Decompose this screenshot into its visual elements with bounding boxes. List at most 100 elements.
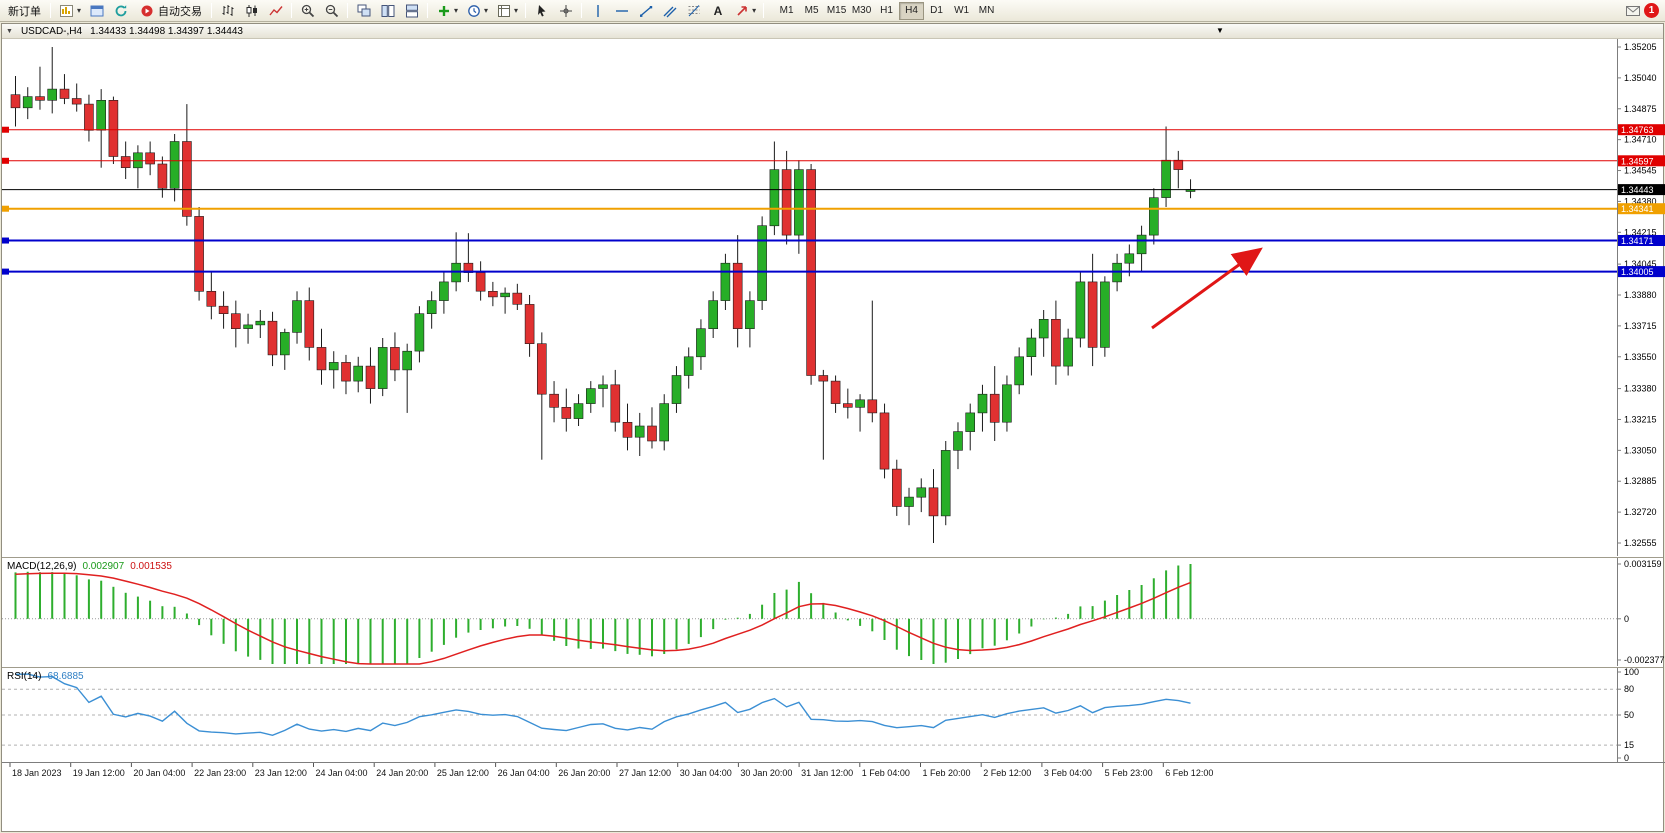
candle-body — [145, 152, 155, 165]
horizontal-line-tool-button[interactable] — [610, 1, 633, 20]
bar-chart-mode-button[interactable] — [216, 1, 239, 20]
timeframe-d1-button[interactable]: D1 — [924, 2, 949, 20]
candle-body — [965, 412, 976, 432]
candle-body — [35, 96, 45, 101]
timeframe-mn-button[interactable]: MN — [974, 2, 999, 20]
arrow-tool-icon — [733, 3, 750, 19]
toolbar-separator — [525, 3, 527, 18]
candle-body — [757, 225, 767, 301]
svg-text:30 Jan 04:00: 30 Jan 04:00 — [680, 768, 732, 778]
chart-shift-marker[interactable]: ▼ — [1216, 26, 1224, 35]
candle-body — [659, 403, 670, 442]
line-chart-mode-button[interactable] — [264, 1, 287, 20]
refresh-icon — [112, 3, 129, 19]
crosshair-icon — [557, 3, 574, 19]
templates-button[interactable]: ▾ — [492, 1, 521, 20]
svg-text:1.32885: 1.32885 — [1624, 476, 1657, 486]
channel-icon — [661, 3, 678, 19]
svg-text:A: A — [713, 4, 722, 18]
timeframe-h1-button[interactable]: H1 — [874, 2, 899, 20]
toolbar-separator — [581, 3, 583, 18]
hline-left-marker — [2, 126, 9, 133]
tile-vertical-button[interactable] — [400, 1, 423, 20]
timeframe-m15-button[interactable]: M15 — [824, 2, 849, 20]
price-tag — [1618, 155, 1665, 167]
dropdown-caret-icon: ▾ — [484, 6, 489, 15]
candle-body — [977, 393, 988, 414]
candle-body — [916, 487, 927, 498]
rsi-pane[interactable]: 100 80 50 15 0 — [2, 668, 1665, 762]
candle-body — [120, 156, 131, 168]
svg-text:1.32720: 1.32720 — [1624, 507, 1657, 517]
timeframe-m5-button[interactable]: M5 — [799, 2, 824, 20]
arrows-tool-button[interactable]: ▾ — [730, 1, 759, 20]
timeframe-m30-button[interactable]: M30 — [849, 2, 874, 20]
timeframe-w1-button[interactable]: W1 — [949, 2, 974, 20]
svg-text:6 Feb 12:00: 6 Feb 12:00 — [1165, 768, 1213, 778]
toolbar-separator — [763, 3, 765, 18]
candle-body — [255, 320, 266, 326]
crosshair-tool-button[interactable] — [554, 1, 577, 20]
vertical-line-tool-button[interactable] — [586, 1, 609, 20]
new-order-button[interactable]: 新订单 — [3, 1, 46, 20]
macd-histogram — [14, 564, 1192, 664]
timeframe-m1-button[interactable]: M1 — [774, 2, 799, 20]
dropdown-caret-icon: ▾ — [454, 6, 459, 15]
chart-window: ▼ USDCAD-,H4 1.34433 1.34498 1.34397 1.3… — [1, 23, 1665, 832]
channel-tool-button[interactable] — [658, 1, 681, 20]
svg-text:19 Jan 12:00: 19 Jan 12:00 — [73, 768, 125, 778]
tile-vertical-icon — [403, 3, 420, 19]
svg-text:1.34341: 1.34341 — [1621, 204, 1654, 214]
svg-text:22 Jan 23:00: 22 Jan 23:00 — [194, 768, 246, 778]
cascade-windows-button[interactable] — [352, 1, 375, 20]
candle-body — [1100, 281, 1110, 348]
candle-body — [71, 98, 82, 105]
periods-button[interactable]: ▾ — [462, 1, 491, 20]
price-tag — [1618, 124, 1665, 136]
candle-body — [59, 88, 70, 99]
price-chart-pane[interactable]: 1.35205 1.35040 1.34875 1.34710 1.34545 1.343… — [2, 39, 1665, 556]
cascade-windows-icon — [355, 3, 372, 19]
trend-arrow-annotation[interactable] — [1151, 247, 1263, 330]
candle-body — [414, 313, 425, 352]
candle-body — [1014, 356, 1025, 386]
notifications-icon[interactable] — [1624, 3, 1641, 19]
pane-divider[interactable] — [2, 666, 1663, 668]
fibonacci-tool-button[interactable] — [682, 1, 705, 20]
candle-body — [1038, 318, 1049, 339]
refresh-button[interactable] — [109, 1, 132, 20]
candle-body — [426, 300, 437, 315]
candle-body — [745, 300, 755, 330]
auto-trading-button[interactable]: 自动交易 — [133, 1, 207, 20]
line-chart-icon — [267, 3, 284, 19]
cursor-tool-button[interactable] — [530, 1, 553, 20]
candle-body — [279, 332, 290, 356]
notification-badge[interactable]: 1 — [1644, 3, 1659, 18]
trendline-tool-button[interactable] — [634, 1, 657, 20]
hline-left-marker — [2, 205, 9, 212]
macd-pane[interactable]: 0.003159 0 -0.002377 — [2, 558, 1665, 666]
svg-text:1.34597: 1.34597 — [1621, 156, 1654, 166]
vertical-line-icon — [589, 3, 606, 19]
indicators-button[interactable]: ▾ — [432, 1, 461, 20]
zoom-out-button[interactable] — [320, 1, 343, 20]
candlestick-mode-button[interactable] — [240, 1, 263, 20]
tile-horizontal-button[interactable] — [376, 1, 399, 20]
clock-icon — [465, 3, 482, 19]
zoom-in-button[interactable] — [296, 1, 319, 20]
candle-body — [84, 103, 94, 131]
new-chart-button[interactable]: ▾ — [55, 1, 84, 20]
candle-body — [231, 313, 241, 330]
svg-text:1.34380: 1.34380 — [1624, 196, 1657, 206]
price-tag — [1618, 184, 1665, 196]
candle-body — [1149, 197, 1159, 236]
text-tool-button[interactable]: A — [706, 1, 729, 20]
svg-text:1.33715: 1.33715 — [1624, 321, 1657, 331]
svg-text:15: 15 — [1624, 740, 1634, 750]
toolbar-separator — [211, 3, 213, 18]
candle-body — [634, 425, 645, 438]
pane-divider[interactable] — [2, 556, 1663, 558]
profiles-button[interactable] — [85, 1, 108, 20]
timeframe-h4-button[interactable]: H4 — [899, 1, 925, 20]
candle-body — [353, 365, 364, 382]
